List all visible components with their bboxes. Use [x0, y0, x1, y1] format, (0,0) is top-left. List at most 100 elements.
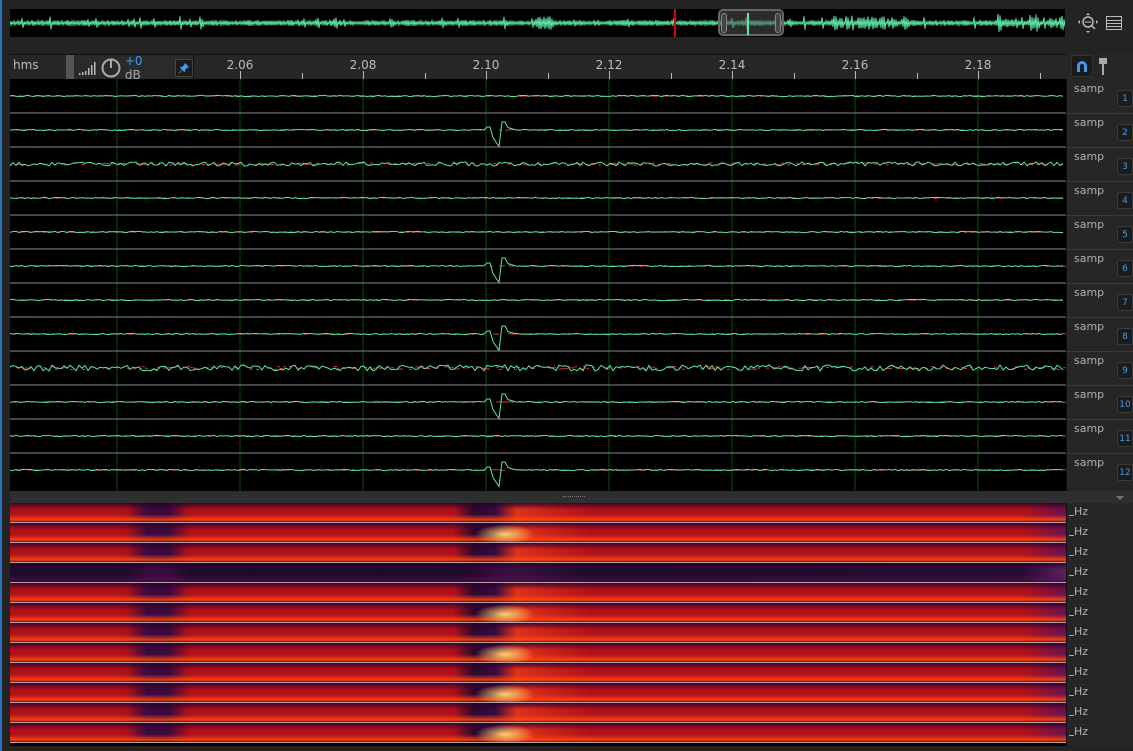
channel-number-button[interactable]: 6 [1117, 260, 1133, 277]
channel-number-button[interactable]: 7 [1117, 294, 1133, 311]
splitter-grip[interactable] [563, 496, 585, 498]
frequency-tick [1069, 595, 1074, 596]
ruler-tick [609, 71, 610, 79]
channel-number-button[interactable]: 8 [1117, 328, 1133, 345]
band-divider [10, 582, 1066, 583]
panel-splitter[interactable] [10, 491, 1133, 503]
frequency-tick [1069, 615, 1074, 616]
frequency-unit-label: Hz [1074, 625, 1089, 638]
frequency-unit-label: Hz [1074, 605, 1089, 618]
overview-waveform[interactable] [10, 9, 1065, 37]
channel-unit-label: samp [1074, 422, 1105, 435]
channel-number-button[interactable]: 12 [1117, 464, 1133, 481]
pin-hud-button[interactable] [175, 58, 193, 77]
band-divider [10, 702, 1066, 703]
ruler-tick [1039, 73, 1041, 79]
channel-number-button[interactable]: 10 [1117, 396, 1133, 413]
volume-knob-icon[interactable] [100, 57, 121, 79]
chevron-down-icon[interactable] [1116, 496, 1124, 500]
channel-unit-label: samp [1074, 320, 1105, 333]
panel-menu-icon[interactable] [1102, 11, 1126, 35]
spectral-channel-band [10, 563, 1066, 582]
band-divider [10, 622, 1066, 623]
ruler-tick-label: 2.10 [472, 58, 500, 72]
view-window-right-handle[interactable] [775, 13, 781, 33]
time-ruler[interactable]: hms 2.06 2.08 2.10 2.12 2.14 2.16 2.18 +0 dB [10, 53, 1066, 82]
spectral-channel-band [10, 643, 1066, 662]
spectral-channel-band [10, 723, 1066, 742]
gain-readout[interactable]: +0 dB [124, 53, 143, 82]
channel-number-button[interactable]: 1 [1117, 90, 1133, 107]
band-divider [10, 642, 1066, 643]
channel-divider [1067, 113, 1133, 114]
band-divider [10, 522, 1066, 523]
frequency-unit-label: Hz [1074, 525, 1089, 538]
channel-divider [1067, 181, 1133, 182]
overview-wave [10, 13, 1065, 33]
channel-wave [9, 434, 1064, 438]
frequency-unit-label: Hz [1074, 705, 1089, 718]
channel-wave [9, 325, 1064, 352]
channel-divider [1067, 215, 1133, 216]
channel-unit-label: samp [1074, 116, 1105, 129]
zoom-navigator-icon[interactable] [1076, 11, 1100, 35]
frequency-tick [1069, 575, 1074, 576]
frequency-labels-panel: Hz Hz Hz Hz Hz Hz Hz Hz Hz Hz Hz Hz [1066, 503, 1133, 746]
channel-divider [1067, 317, 1133, 318]
channel-header-toolbar [1066, 54, 1133, 79]
ruler-tick [732, 71, 733, 79]
channel-unit-label: samp [1074, 184, 1105, 197]
channel-wave [9, 121, 1064, 148]
channel-number-button[interactable]: 11 [1117, 430, 1133, 447]
hud-grip-handle[interactable] [66, 55, 74, 80]
ruler-tick-label: 2.06 [226, 58, 254, 72]
frequency-tick [1069, 735, 1074, 736]
overview-waveform-graphic [10, 13, 1065, 33]
spectral-frequency-display[interactable] [10, 503, 1066, 746]
heads-up-display: +0 dB [66, 53, 194, 82]
waveform-graphic [9, 79, 1066, 491]
multichannel-waveform-display[interactable] [9, 79, 1066, 491]
channel-divider [1067, 419, 1133, 420]
channel-divider [1067, 249, 1133, 250]
channel-unit-label: samp [1074, 252, 1105, 265]
marker-button[interactable] [1097, 58, 1109, 80]
ruler-tick-label: 2.12 [595, 58, 623, 72]
frequency-unit-label: Hz [1074, 585, 1089, 598]
band-divider [10, 722, 1066, 723]
channel-number-button[interactable]: 2 [1117, 124, 1133, 141]
channel-labels-panel: samp 1 samp 2 samp 3 samp 4 samp 5 samp 6 samp 7 samp 8… [1066, 79, 1133, 491]
channel-wave [9, 196, 1064, 200]
ruler-tick [424, 73, 426, 79]
pin-icon [1099, 58, 1107, 75]
frequency-unit-label: Hz [1074, 725, 1089, 738]
zoom-view-window[interactable] [718, 9, 784, 36]
channel-number-button[interactable]: 9 [1117, 362, 1133, 379]
channel-wave [9, 461, 1064, 488]
frequency-tick [1069, 695, 1074, 696]
channel-number-button[interactable]: 5 [1117, 226, 1133, 243]
spectral-channel-band [10, 683, 1066, 702]
band-divider [10, 662, 1066, 663]
channel-unit-label: samp [1074, 388, 1105, 401]
snap-button[interactable] [1071, 55, 1093, 77]
ruler-tick [547, 73, 549, 79]
ruler-tick-label: 2.14 [718, 58, 746, 72]
channel-unit-label: samp [1074, 354, 1105, 367]
channel-wave [9, 364, 1064, 372]
spectral-channel-band [10, 623, 1066, 642]
spectral-channel-band [10, 663, 1066, 682]
panel-edge [0, 0, 2, 751]
channel-unit-label: samp [1074, 456, 1105, 469]
channel-number-button[interactable]: 4 [1117, 192, 1133, 209]
playhead-marker[interactable] [674, 9, 676, 37]
channel-divider [1067, 453, 1133, 454]
frequency-unit-label: Hz [1074, 645, 1089, 658]
view-window-left-handle[interactable] [721, 13, 727, 33]
ruler-tick [916, 73, 918, 79]
channel-number-button[interactable]: 3 [1117, 158, 1133, 175]
ruler-tick [670, 73, 672, 79]
channel-unit-label: samp [1074, 286, 1105, 299]
band-divider [10, 682, 1066, 683]
time-format-label[interactable]: hms [13, 58, 39, 72]
